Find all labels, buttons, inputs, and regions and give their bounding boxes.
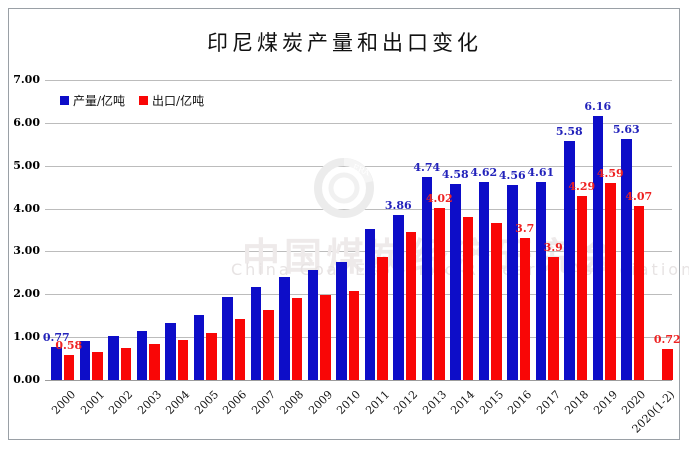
bar-production-2018: [564, 140, 575, 380]
bar-export-2004: [177, 340, 188, 380]
bar-value-label: 4.56: [498, 168, 526, 182]
y-axis-tick-label: 0.00: [13, 373, 40, 386]
y-axis-tick-label: 3.00: [13, 244, 40, 258]
bar-production-2006: [222, 297, 233, 380]
bar-value-label: 3.86: [384, 198, 412, 212]
production-series-swatch-icon: [60, 96, 69, 105]
bar-production-2012: [393, 214, 404, 380]
bar-export-2009: [320, 295, 331, 380]
gridline: [45, 380, 672, 381]
bar-production-2013: [421, 176, 432, 380]
bar-export-2012: [405, 232, 416, 380]
bar-value-label: 5.58: [555, 124, 583, 138]
gridline: [45, 122, 672, 124]
bar-production-2010: [336, 262, 347, 380]
y-axis-tick-label: 5.00: [13, 158, 40, 172]
bar-production-2000: [51, 347, 62, 380]
bar-production-2020: [621, 138, 632, 380]
bar-export-2002: [120, 348, 131, 380]
bar-value-label: 4.59: [596, 167, 624, 181]
bar-value-label: 4.02: [425, 191, 453, 205]
bar-production-2004: [165, 323, 176, 380]
bar-value-label: 0.77: [42, 331, 70, 344]
chart-title: 印尼煤炭产量和出口变化: [207, 31, 482, 55]
gridline: [45, 80, 672, 81]
bar-value-label: 6.16: [584, 100, 612, 113]
bar-export-2003: [149, 343, 160, 380]
bar-value-label: 4.74: [413, 160, 441, 174]
watermark-logo-letters: ERA: [351, 163, 371, 178]
bar-export-2017: [548, 257, 559, 380]
bar-production-2001: [79, 340, 90, 380]
bar-production-2011: [364, 228, 375, 380]
y-axis-tick-label: 1.00: [13, 330, 40, 344]
bar-export-2016: [519, 237, 530, 380]
bar-export-2013: [434, 207, 445, 380]
bar-export-2020: [633, 205, 644, 380]
bar-export-2011: [377, 257, 388, 380]
bar-value-label: 4.29: [568, 180, 596, 194]
bar-production-2017: [535, 182, 546, 380]
bar-production-2008: [279, 277, 290, 380]
bar-production-2007: [250, 287, 261, 380]
y-axis-tick-label: 7.00: [13, 73, 40, 86]
bar-value-label: 4.58: [441, 167, 469, 181]
chart-legend: 产量/亿吨 出口/亿吨: [60, 92, 204, 109]
bar-value-label: 4.07: [625, 189, 653, 203]
bar-export-2010: [348, 290, 359, 380]
bar-value-label: 3.7: [515, 221, 535, 235]
bar-export-2015: [491, 223, 502, 380]
bar-production-2005: [193, 314, 204, 380]
bar-value-label: 3.9: [543, 241, 563, 254]
bar-production-2009: [307, 270, 318, 380]
bar-export-2019: [605, 183, 616, 380]
bar-export-2006: [234, 319, 245, 380]
export-series-swatch-icon: [139, 96, 149, 105]
bar-production-2014: [450, 183, 461, 380]
bar-production-2015: [478, 182, 489, 380]
bar-value-label: 4.62: [470, 166, 498, 179]
bar-export-2020(1-2): [662, 349, 673, 380]
bar-value-label: 5.63: [612, 122, 640, 136]
y-axis-tick-label: 4.00: [13, 201, 40, 215]
bar-production-2019: [592, 116, 603, 380]
bar-production-2016: [507, 184, 518, 380]
bar-export-2000: [63, 355, 74, 380]
bar-production-2002: [108, 335, 119, 380]
bar-value-label: 0.58: [55, 339, 83, 353]
bar-export-2008: [291, 298, 302, 380]
bar-value-label: 4.61: [527, 166, 555, 180]
bar-export-2007: [263, 310, 274, 380]
bar-export-2014: [462, 216, 473, 380]
bar-production-2003: [136, 331, 147, 380]
bar-export-2001: [92, 352, 103, 380]
export-series-label: 出口/亿吨: [152, 94, 205, 108]
gridline: [45, 251, 672, 253]
y-axis-tick-label: 6.00: [13, 115, 40, 129]
y-axis-tick-label: 2.00: [13, 287, 40, 301]
bar-value-label: 0.72: [653, 333, 681, 347]
bar-export-2005: [206, 332, 217, 380]
production-series-label: 产量/亿吨: [73, 94, 126, 108]
bar-export-2018: [576, 196, 587, 380]
cera-ring-logo-watermark-icon: ERA: [314, 158, 374, 218]
